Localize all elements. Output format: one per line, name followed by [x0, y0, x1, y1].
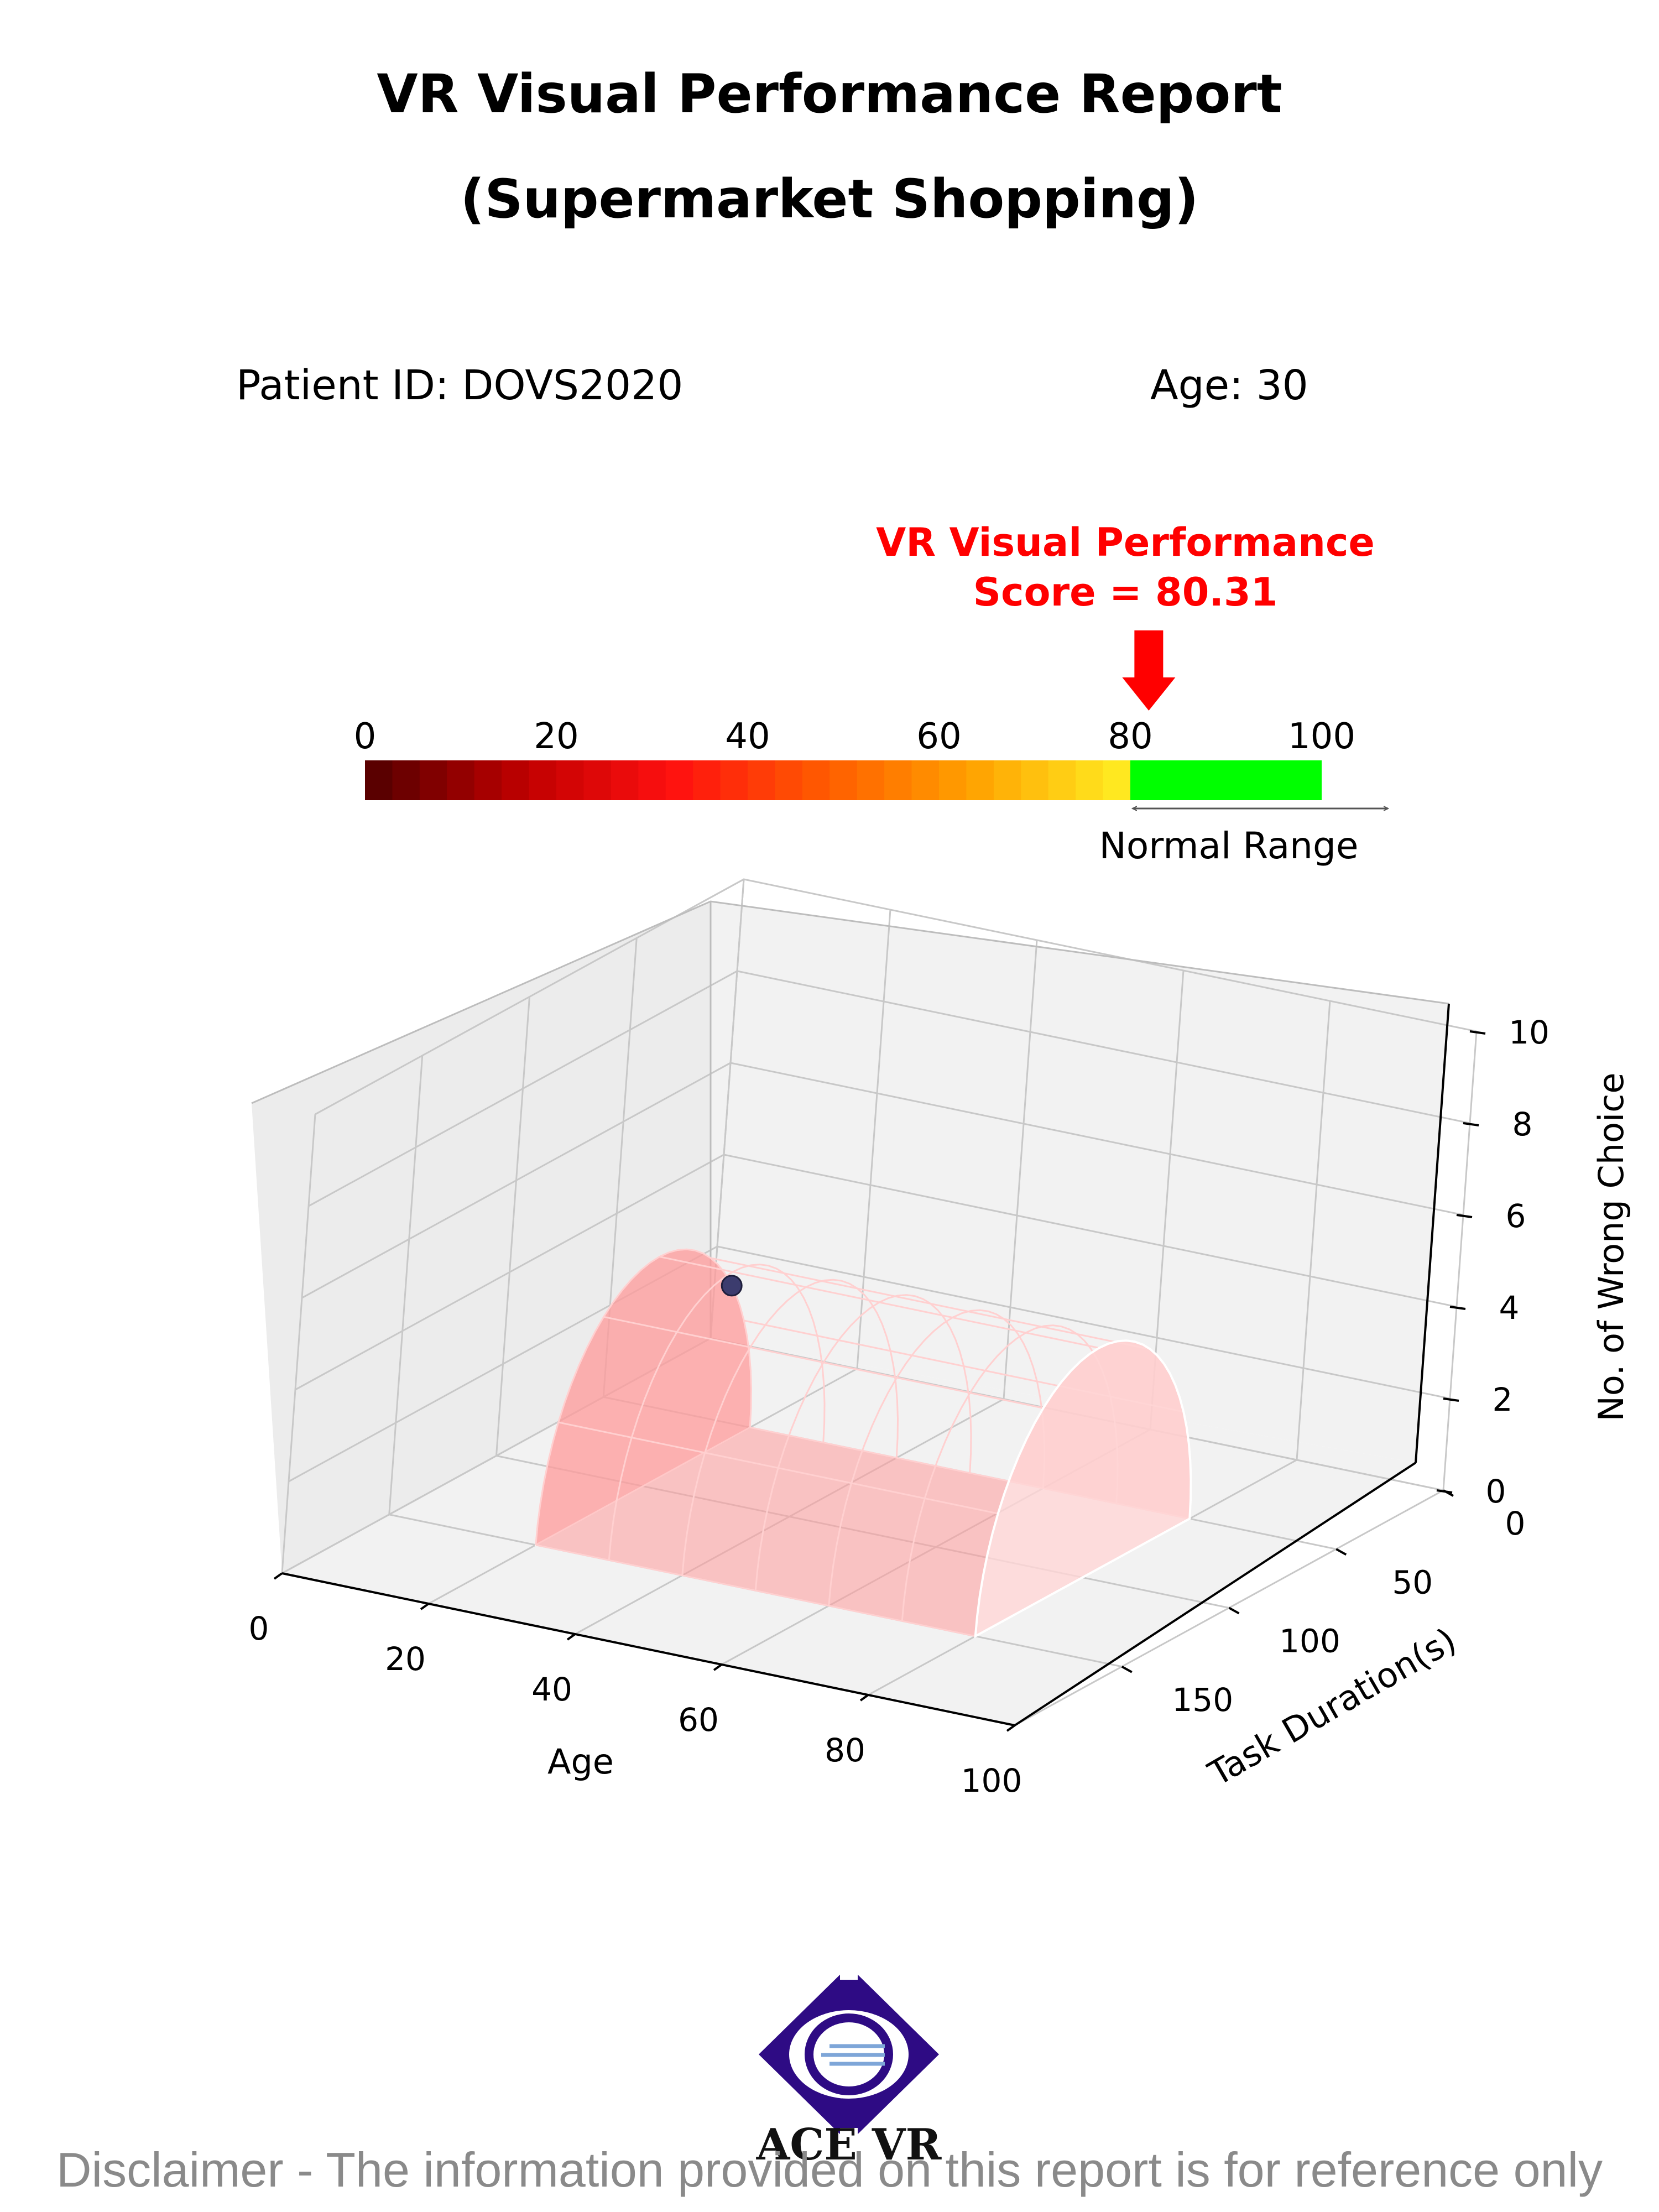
score-label-line2: Score = 80.31: [973, 570, 1278, 615]
colorbar-cell: [583, 760, 612, 800]
colorbar-cell: [502, 760, 530, 800]
count-grid-line: [301, 1062, 1464, 1299]
disclaimer-text: Disclaimer - The information provided on…: [56, 2142, 1603, 2197]
z-tick-label: 0: [1486, 1473, 1506, 1510]
colorbar-tick-label: 40: [725, 716, 770, 757]
colorbar-tick-label: 0: [354, 716, 377, 757]
colorbar-cell: [638, 760, 666, 800]
axis-lines: [281, 1003, 1450, 1726]
colorbar-cell: [1048, 760, 1076, 800]
report-subtitle: (Supermarket Shopping): [460, 168, 1199, 230]
y-tick-label: 100: [1279, 1623, 1340, 1660]
cylinder-seam: [603, 1316, 1044, 1409]
colorbar-cell: [857, 760, 885, 800]
colorbar-tick-label: 60: [916, 716, 961, 757]
normal-range-label: Normal Range: [1099, 825, 1359, 867]
colorbar-cell: [365, 760, 393, 800]
colorbar-normal-segment: [1130, 760, 1322, 800]
z-tick-label: 2: [1493, 1381, 1513, 1418]
cylinder-front-cap: [974, 1339, 1192, 1639]
colorbar-cell: [939, 760, 967, 800]
y-tick-label: 50: [1392, 1563, 1433, 1601]
colorbar-cell: [966, 760, 994, 800]
score-colorbar: [365, 760, 1322, 800]
z-tick-label: 10: [1509, 1014, 1550, 1051]
colorbar-cell: [419, 760, 448, 800]
x-tick-label: 60: [678, 1701, 719, 1739]
colorbar-cell: [720, 760, 748, 800]
patient-data-point: [721, 1275, 743, 1297]
z-tick-label: 8: [1512, 1105, 1533, 1143]
logo-iris-ring: [805, 2013, 893, 2095]
colorbar-cell: [830, 760, 858, 800]
colorbar-tick-label: 80: [1108, 716, 1152, 757]
x-tick-label: 100: [961, 1762, 1022, 1799]
side-wall-pane: [252, 901, 711, 1573]
cylinder-seam: [558, 1421, 999, 1515]
colorbar-tick-label: 100: [1288, 716, 1355, 757]
z-tick-label: 6: [1506, 1197, 1526, 1235]
z-tick-label: 4: [1499, 1289, 1520, 1327]
colorbar-cell: [392, 760, 420, 800]
back-wall-pane: [711, 901, 1449, 1463]
colorbar-cell: [474, 760, 502, 800]
count-grid-line: [295, 1154, 1457, 1391]
x-tick-label: 0: [249, 1610, 269, 1647]
count-grid-line: [315, 878, 1477, 1115]
colorbar-cell: [556, 760, 585, 800]
count-grid-line: [288, 1245, 1451, 1483]
colorbar-cell: [911, 760, 940, 800]
colorbar-cell: [447, 760, 475, 800]
score-arrow-icon: [1122, 630, 1176, 711]
colorbar-cell: [884, 760, 912, 800]
colorbar-cell: [611, 760, 639, 800]
cylinder-seam: [711, 1257, 1151, 1350]
x-tick-label: 80: [825, 1731, 865, 1769]
report-title: VR Visual Performance Report: [377, 63, 1282, 125]
z-axis-label: No. of Wrong Choice: [1591, 1072, 1631, 1421]
colorbar-tick-label: 20: [534, 716, 578, 757]
count-grid-line: [308, 970, 1470, 1207]
colorbar-cell: [802, 760, 831, 800]
colorbar-cell: [1103, 760, 1131, 800]
cylinder-surface: [535, 1249, 1191, 1636]
x-tick-label: 20: [385, 1640, 426, 1678]
x-axis-label: Age: [547, 1741, 614, 1782]
normal-region-half-cylinder: [534, 1248, 1192, 1639]
y-tick-label: 0: [1505, 1505, 1526, 1542]
cylinder-seam: [659, 1256, 1099, 1349]
colorbar-cell: [1021, 760, 1049, 800]
ace-vr-logo: ACE VR: [756, 1952, 942, 2170]
cylinder-seam: [535, 1544, 976, 1637]
colorbar-cell: [775, 760, 803, 800]
colorbar-cell: [529, 760, 557, 800]
colorbar-ticks: 0 20 40 60 80 100: [354, 716, 1355, 757]
logo-text: ACE VR: [756, 2120, 942, 2170]
patient-id: Patient ID: DOVS2020: [236, 362, 684, 409]
colorbar-cell: [748, 760, 776, 800]
x-tick-label: 40: [531, 1671, 572, 1708]
colorbar-cell: [693, 760, 721, 800]
y-tick-label: 150: [1172, 1681, 1233, 1719]
colorbar-cell: [665, 760, 693, 800]
axis-ticks: 0 20 40 60 80 100 0 50 100 150 0 2 4 6 8 10: [249, 1014, 1550, 1799]
colorbar-cell: [993, 760, 1022, 800]
colorbar-cell: [1076, 760, 1104, 800]
score-label-line1: VR Visual Performance: [876, 520, 1375, 565]
patient-age: Age: 30: [1150, 362, 1308, 409]
